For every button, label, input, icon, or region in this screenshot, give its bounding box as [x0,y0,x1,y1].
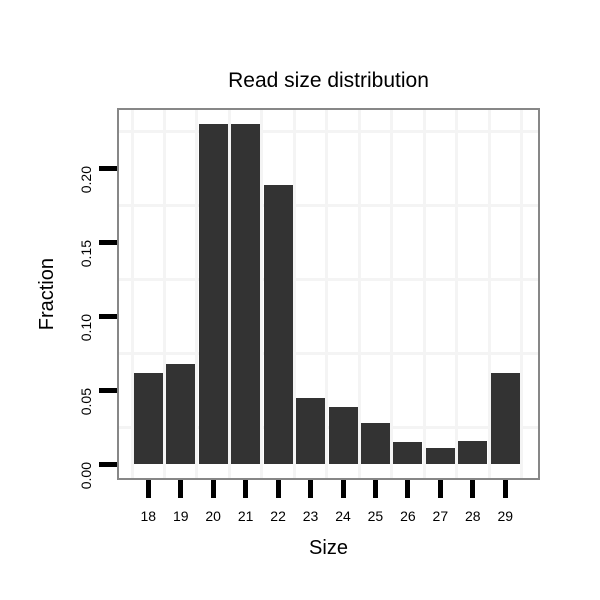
gridline-vertical [357,110,361,478]
gridline-vertical [130,110,134,478]
y-tick-label: 0.05 [78,387,94,415]
x-tick-mark [275,480,281,498]
x-tick-label: 25 [367,508,384,524]
bar [133,372,163,465]
bar [263,184,293,465]
y-axis-title-area: Fraction [34,108,60,480]
gridline-vertical [292,110,296,478]
x-tick-label: 21 [237,508,254,524]
plot-panel [117,108,540,480]
x-tick-label: 27 [432,508,449,524]
x-tick-mark [210,480,216,498]
gridline-vertical [325,110,329,478]
x-tick-label: 22 [270,508,286,524]
x-tick-label: 20 [205,508,221,524]
x-tick-mark [502,480,508,498]
x-tick-mark [470,480,476,498]
y-tick-mark [99,240,117,245]
y-axis-label: Fraction [35,257,58,331]
x-tick-label: 23 [302,508,319,524]
y-tick-mark [99,388,117,393]
x-tick-label: 24 [335,508,351,524]
x-tick-label: 29 [497,508,514,524]
x-tick-label: 18 [140,508,157,524]
x-tick-mark [437,480,443,498]
x-tick-mark [340,480,346,498]
bar [231,124,261,465]
chart-title: Read size distribution [228,69,429,92]
gridline-vertical [519,110,523,478]
gridline-vertical [227,110,231,478]
x-tick-label: 19 [172,508,189,524]
x-tick-mark [405,480,411,498]
x-tick-label: 28 [465,508,481,524]
bar [490,372,520,465]
gridline-horizontal [119,204,538,207]
gridline-vertical [163,110,167,478]
x-tick-label: 26 [400,508,416,524]
y-tick-mark [99,314,117,319]
gridline-horizontal [119,352,538,355]
y-tick-mark [99,166,117,171]
x-tick-mark [178,480,184,498]
bar [166,363,196,465]
bar [360,423,390,465]
y-tick-label: 0.15 [78,239,94,267]
x-tick-mark [145,480,151,498]
y-tick-label: 0.00 [78,461,94,489]
gridline-vertical [455,110,459,478]
gridline-horizontal [119,130,538,133]
x-tick-mark [372,480,378,498]
bar [198,124,228,465]
gridline-vertical [487,110,491,478]
x-axis-label: Size [309,537,348,559]
gridline-vertical [390,110,394,478]
bar [296,397,326,465]
bar [328,406,358,465]
gridline-vertical [195,110,199,478]
y-tick-label: 0.10 [78,313,94,341]
x-tick-mark [243,480,249,498]
y-tick-label: 0.20 [78,165,94,193]
bar [458,440,488,465]
y-tick-mark [99,462,117,467]
x-tick-mark [308,480,314,498]
bar [425,448,455,465]
gridline-vertical [422,110,426,478]
gridline-horizontal [119,278,538,281]
gridline-vertical [260,110,264,478]
bar [393,442,423,465]
